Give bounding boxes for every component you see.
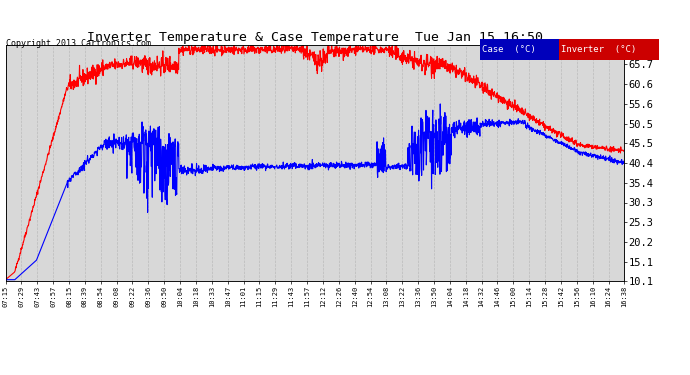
Title: Inverter Temperature & Case Temperature  Tue Jan 15 16:50: Inverter Temperature & Case Temperature … <box>87 31 543 44</box>
Text: Copyright 2013 Cartronics.com: Copyright 2013 Cartronics.com <box>6 39 150 48</box>
Text: Case  (°C): Case (°C) <box>482 45 535 54</box>
Text: Inverter  (°C): Inverter (°C) <box>561 45 636 54</box>
